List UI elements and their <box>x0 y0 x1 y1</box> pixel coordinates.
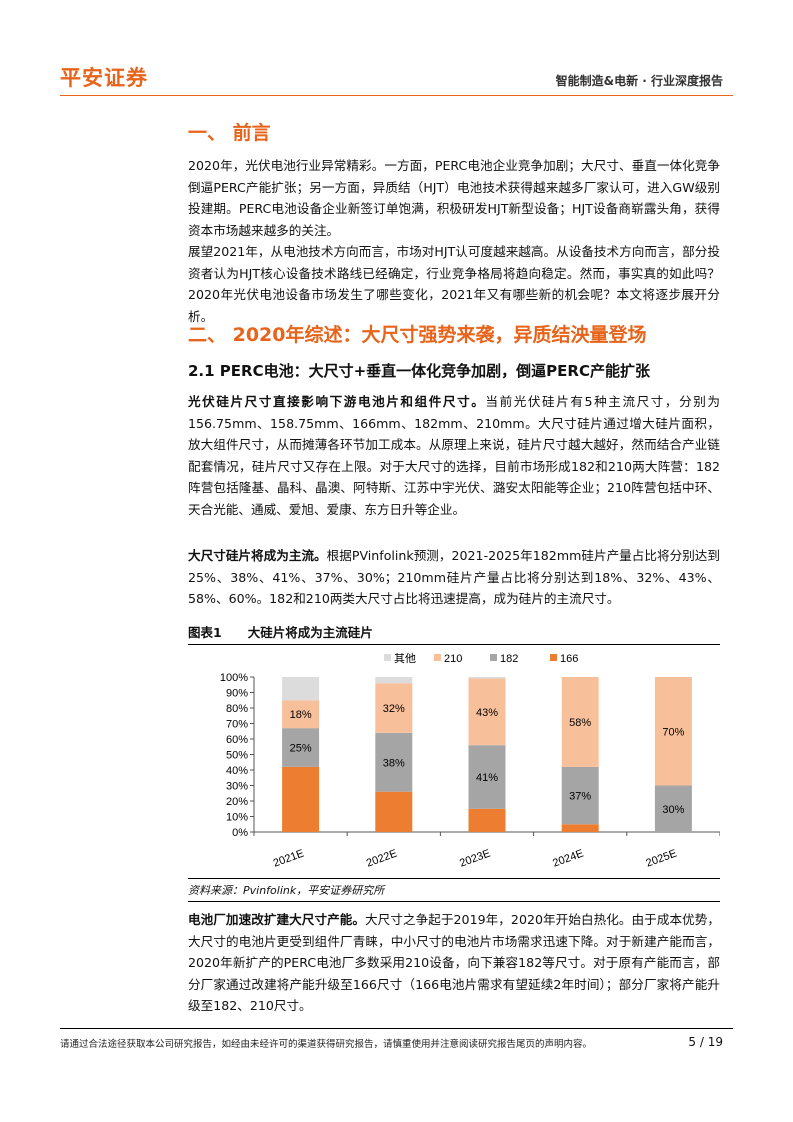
legend-label: 其他 <box>394 652 416 665</box>
data-label: 25% <box>290 743 312 755</box>
paragraph: 2020年，光伏电池行业异常精彩。一方面，PERC电池企业竞争加剧；大尺寸、垂直… <box>188 158 720 238</box>
figure-caption: 大硅片将成为主流硅片 <box>247 625 373 640</box>
data-label: 41% <box>476 772 498 784</box>
brand-logo: 平安证券 <box>60 66 148 90</box>
data-label: 32% <box>383 703 405 715</box>
paragraph: 光伏硅片尺寸直接影响下游电池片和组件尺寸。当前光伏硅片有5种主流尺寸，分别为15… <box>188 391 720 520</box>
page-number: 5 / 19 <box>688 1035 723 1049</box>
legend-swatch-166 <box>550 654 557 661</box>
x-tick-label: 2021E <box>272 848 306 870</box>
y-tick-label: 30% <box>226 781 248 793</box>
bar-segment-210-2021E <box>282 700 320 729</box>
report-type: 智能制造&电新 · 行业深度报告 <box>555 74 723 88</box>
x-tick-label: 2022E <box>365 848 399 870</box>
legend-swatch-210 <box>434 654 441 661</box>
stacked-bar-chart: 0% 10% 20% 30% 40% 50% 60% 70% 80% 90% 100% 25% 18% 2… <box>220 652 720 870</box>
bar-segment-210-2025E <box>654 677 692 786</box>
paragraph-lead: 大尺寸硅片将成为主流。 <box>188 548 327 563</box>
data-label: 18% <box>290 709 312 721</box>
footer-disclaimer: 请通过合法途径获取本公司研究报告，如经由未经许可的渠道获得研究报告，请慎重使用并… <box>60 1039 593 1050</box>
bar-segment-210-2022E <box>375 683 413 733</box>
x-tick-label: 2025E <box>644 848 678 870</box>
figure-source: 资料来源：Pvinfolink，平安证券研究所 <box>188 878 720 902</box>
figure-label: 图表1 <box>188 625 222 640</box>
y-tick-label: 60% <box>226 734 248 746</box>
data-label: 43% <box>476 707 498 719</box>
bar-segment-182-2022E <box>375 732 413 792</box>
legend-swatch-其他 <box>384 654 391 661</box>
header-divider <box>60 95 733 96</box>
paragraph-lead: 光伏硅片尺寸直接影响下游电池片和组件尺寸。 <box>188 394 486 409</box>
section-title-2020: 二、 2020年综述：大尺寸强势来袭，异质结泱量登场 <box>188 324 647 346</box>
y-tick-label: 0% <box>232 827 248 839</box>
paragraph-lead: 电池厂加速改扩建大尺寸产能。 <box>188 912 366 927</box>
legend-swatch-182 <box>490 654 497 661</box>
bar-segment-166-2021E <box>282 766 320 832</box>
bar-segment-182-2024E <box>561 766 599 825</box>
y-tick-label: 20% <box>226 796 248 808</box>
bar-segment-182-2021E <box>282 728 320 767</box>
legend-label: 182 <box>500 653 518 665</box>
section-title-preface: 一、 前言 <box>188 122 271 144</box>
figure-title: 图表1 大硅片将成为主流硅片 <box>188 622 720 645</box>
bar-segment-182-2023E <box>468 745 506 809</box>
y-tick-label: 40% <box>226 765 248 777</box>
legend-label: 210 <box>444 653 462 665</box>
bar-segment-其他-2023E <box>468 677 506 679</box>
paragraph: 电池厂加速改扩建大尺寸产能。大尺寸之争起于2019年，2020年开始白热化。由于… <box>188 909 720 1017</box>
data-label: 37% <box>569 791 591 803</box>
y-tick-label: 80% <box>226 703 248 715</box>
data-label: 58% <box>569 717 591 729</box>
x-tick-label: 2023E <box>458 848 492 870</box>
paragraph: 展望2021年，从电池技术方向而言，市场对HJT认可度越来越高。从设备技术方向而… <box>188 244 720 324</box>
paragraph-body: 大尺寸之争起于2019年，2020年开始白热化。由于成本优势，大尺寸的电池片更受… <box>188 912 721 1013</box>
y-tick-label: 50% <box>226 750 248 762</box>
x-tick-label: 2024E <box>551 848 585 870</box>
data-label: 70% <box>662 726 684 738</box>
bar-segment-210-2024E <box>561 677 599 767</box>
y-tick-label: 90% <box>226 688 248 700</box>
bar-segment-166-2022E <box>375 791 413 832</box>
y-tick-label: 70% <box>226 719 248 731</box>
bar-segment-210-2023E <box>468 678 506 746</box>
bar-segment-166-2023E <box>468 808 506 832</box>
footer-divider <box>60 1028 733 1029</box>
legend-label: 166 <box>560 653 578 665</box>
paragraph-body: 当前光伏硅片有5种主流尺寸，分别为156.75mm、158.75mm、166mm… <box>188 394 721 517</box>
data-label: 38% <box>383 757 405 769</box>
bar-segment-其他-2022E <box>375 677 413 684</box>
bar-segment-166-2024E <box>561 824 599 832</box>
bar-segment-182-2025E <box>654 785 692 832</box>
paragraph: 大尺寸硅片将成为主流。根据PVinfolink预测，2021-2025年182m… <box>188 545 720 610</box>
y-tick-label: 10% <box>226 812 248 824</box>
paragraph-body: 根据PVinfolink预测，2021-2025年182mm硅片产量占比将分别达… <box>188 548 721 606</box>
bar-segment-其他-2021E <box>282 677 320 701</box>
subsection-title: 2.1 PERC电池：大尺寸+垂直一体化竞争加剧，倒逼PERC产能扩张 <box>188 362 650 380</box>
y-tick-label: 100% <box>220 672 248 684</box>
data-label: 30% <box>662 804 684 816</box>
